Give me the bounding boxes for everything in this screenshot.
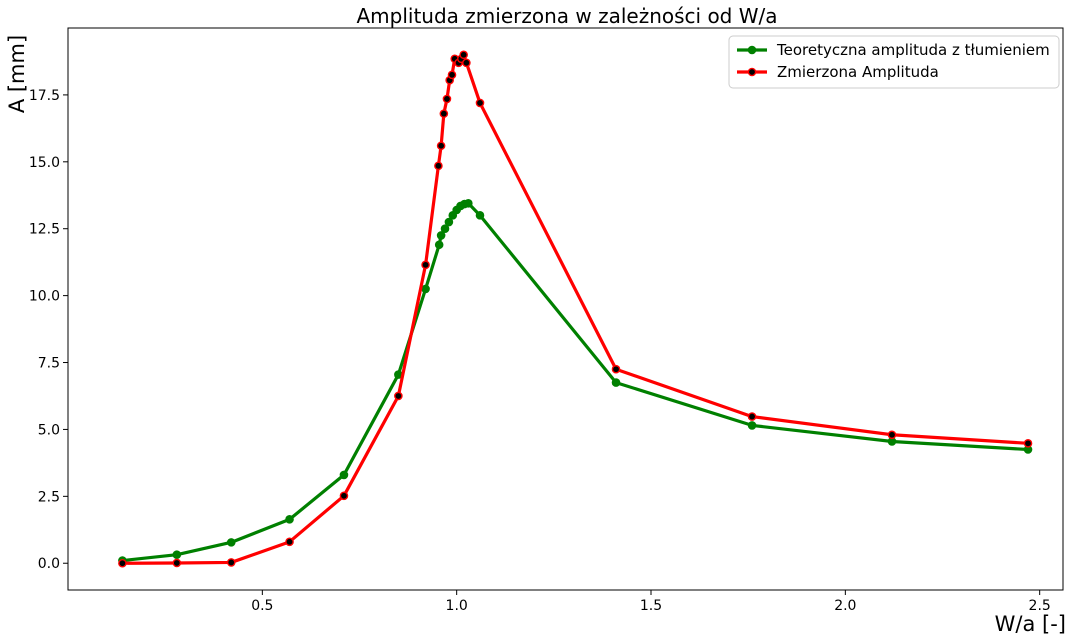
y-tick-label: 15.0 bbox=[29, 155, 60, 171]
y-tick-label: 10.0 bbox=[29, 289, 60, 305]
series-2-point bbox=[172, 558, 182, 568]
y-tick-label: 17.5 bbox=[29, 88, 60, 104]
series-2-point bbox=[887, 430, 897, 440]
series-2-point bbox=[1023, 439, 1033, 448]
series-2-point bbox=[394, 391, 403, 401]
series-1-point bbox=[285, 515, 294, 524]
series-2-point bbox=[459, 50, 468, 60]
series-1-point bbox=[172, 550, 182, 559]
series-1-point bbox=[421, 284, 430, 294]
plot-frame bbox=[67, 27, 1064, 591]
series-2-point bbox=[462, 58, 471, 68]
x-tick-label: 0.5 bbox=[251, 598, 273, 614]
y-tick-label: 5.0 bbox=[38, 422, 60, 438]
series-1-point bbox=[339, 470, 349, 480]
x-tick-label: 1.0 bbox=[446, 598, 468, 614]
series-2-point bbox=[747, 412, 757, 421]
legend-marker-1 bbox=[747, 45, 757, 55]
legend: Teoretyczna amplituda z tłumieniem Zmierz… bbox=[728, 35, 1060, 89]
x-tick-label: 1.5 bbox=[640, 598, 662, 614]
legend-label-2: Zmierzona Amplituda bbox=[777, 63, 939, 81]
plot-area bbox=[67, 27, 1064, 591]
y-tick-label: 2.5 bbox=[38, 489, 60, 505]
x-tick-label: 2.0 bbox=[834, 598, 856, 614]
series-2-point bbox=[226, 558, 236, 567]
legend-frame bbox=[728, 35, 1060, 89]
series-2-point bbox=[439, 109, 449, 118]
series-2-point bbox=[339, 491, 349, 501]
series-2-point bbox=[475, 98, 485, 108]
series-2-point bbox=[436, 141, 446, 151]
series-2-point bbox=[434, 161, 443, 171]
series-2-point bbox=[611, 364, 621, 374]
series-2-point bbox=[285, 537, 294, 547]
axis-ticks: 0.5 1.0 1.5 2.0 2.5 0.0 2.5 5.0 7.5 10.0 12.5 15.0 1… bbox=[29, 88, 1051, 614]
legend-label-1: Teoretyczna amplituda z tłumieniem bbox=[776, 41, 1050, 59]
series-1-point bbox=[436, 231, 446, 240]
x-tick-label: 2.5 bbox=[1029, 598, 1051, 614]
series-1-point bbox=[444, 217, 454, 227]
series-1-point bbox=[475, 211, 485, 220]
series-line-1 bbox=[122, 201, 1029, 563]
legend-marker-2 bbox=[747, 67, 757, 77]
y-tick-label: 12.5 bbox=[29, 222, 60, 238]
series-2-point bbox=[118, 558, 127, 568]
x-axis-label: W/a [-] bbox=[995, 612, 1066, 636]
series-1-point bbox=[226, 538, 236, 547]
series-2-point bbox=[447, 70, 457, 80]
series-1-point bbox=[611, 378, 621, 387]
y-axis-label: A [mm] bbox=[5, 35, 29, 113]
chart-title: Amplituda zmierzona w zależności od W/a bbox=[356, 4, 777, 28]
series-1-point bbox=[440, 224, 450, 234]
series-1-point bbox=[747, 421, 757, 430]
series-2-point bbox=[442, 94, 452, 104]
series-line-2 bbox=[122, 53, 1029, 565]
y-tick-label: 0.0 bbox=[38, 556, 60, 572]
y-tick-label: 7.5 bbox=[38, 356, 60, 372]
series-2-point bbox=[421, 260, 430, 270]
series-1-point bbox=[434, 240, 444, 250]
series-1-point bbox=[464, 198, 473, 208]
